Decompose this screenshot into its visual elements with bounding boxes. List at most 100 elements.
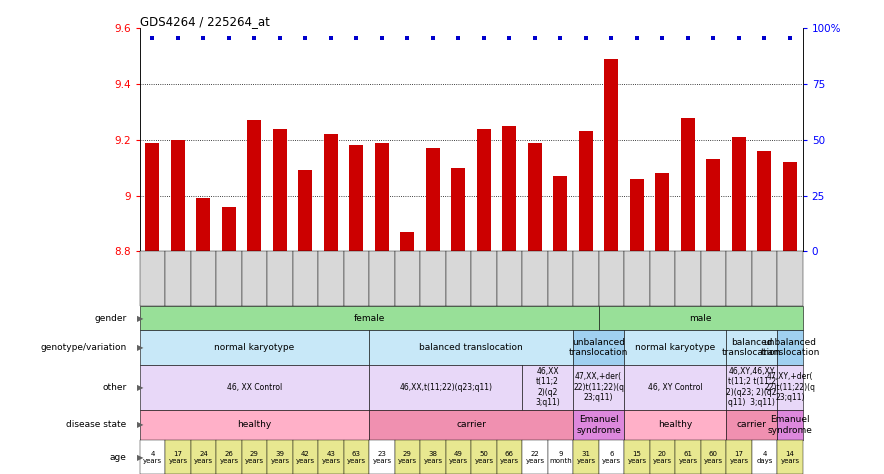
Text: 46,XX,t(11;22)(q23;q11): 46,XX,t(11;22)(q23;q11) bbox=[400, 383, 492, 392]
Text: unbalanced
translocation: unbalanced translocation bbox=[760, 338, 819, 357]
Text: disease state: disease state bbox=[66, 420, 126, 429]
Bar bbox=[400, 232, 415, 251]
Bar bbox=[502, 126, 516, 251]
Point bbox=[324, 35, 338, 42]
Text: normal karyotype: normal karyotype bbox=[214, 343, 294, 352]
Bar bbox=[732, 137, 746, 251]
Bar bbox=[375, 143, 389, 251]
Text: 47,XX,+der(
22)t(11;22)(q
23;q11): 47,XX,+der( 22)t(11;22)(q 23;q11) bbox=[573, 372, 624, 402]
Text: 47,XY,+der(
22)t(11;22)(q
23;q11): 47,XY,+der( 22)t(11;22)(q 23;q11) bbox=[765, 372, 815, 402]
Text: 9
month: 9 month bbox=[549, 451, 572, 464]
Text: ▶: ▶ bbox=[137, 420, 143, 429]
Bar bbox=[324, 134, 338, 251]
Bar bbox=[758, 151, 772, 251]
Bar bbox=[528, 143, 542, 251]
Text: 31
years: 31 years bbox=[576, 451, 596, 464]
Text: 66
years: 66 years bbox=[499, 451, 519, 464]
Text: gender: gender bbox=[95, 314, 126, 322]
Text: 17
years: 17 years bbox=[729, 451, 749, 464]
Bar bbox=[605, 59, 619, 251]
Text: ▶: ▶ bbox=[137, 343, 143, 352]
Point bbox=[783, 35, 797, 42]
Text: 38
years: 38 years bbox=[423, 451, 443, 464]
Text: 46,XY,46,XY
t(11;2 t(11;2
2)(q23; 2)(q2
q11)  3;q11): 46,XY,46,XY t(11;2 t(11;2 2)(q23; 2)(q2 … bbox=[727, 367, 777, 407]
Point bbox=[681, 35, 695, 42]
Bar bbox=[299, 171, 312, 251]
Text: 22
years: 22 years bbox=[525, 451, 545, 464]
Point bbox=[145, 35, 159, 42]
Text: 26
years: 26 years bbox=[219, 451, 239, 464]
Text: 61
years: 61 years bbox=[678, 451, 697, 464]
Bar bbox=[655, 173, 669, 251]
Bar bbox=[248, 120, 262, 251]
Point bbox=[553, 35, 568, 42]
Text: 46, XY Control: 46, XY Control bbox=[648, 383, 703, 392]
Bar bbox=[476, 128, 491, 251]
Point bbox=[273, 35, 287, 42]
Text: 49
years: 49 years bbox=[449, 451, 468, 464]
Text: 15
years: 15 years bbox=[628, 451, 646, 464]
Text: ▶: ▶ bbox=[137, 453, 143, 462]
Text: 46,XX
t(11;2
2)(q2
3;q11): 46,XX t(11;2 2)(q2 3;q11) bbox=[536, 367, 560, 407]
Bar bbox=[349, 146, 363, 251]
Bar bbox=[630, 179, 644, 251]
Text: balanced translocation: balanced translocation bbox=[419, 343, 523, 352]
Bar bbox=[579, 131, 593, 251]
Text: 29
years: 29 years bbox=[245, 451, 264, 464]
Text: 23
years: 23 years bbox=[372, 451, 392, 464]
Text: 42
years: 42 years bbox=[296, 451, 315, 464]
Text: male: male bbox=[690, 314, 712, 322]
Text: ▶: ▶ bbox=[137, 383, 143, 392]
Text: 43
years: 43 years bbox=[322, 451, 340, 464]
Point bbox=[655, 35, 669, 42]
Text: GDS4264 / 225264_at: GDS4264 / 225264_at bbox=[140, 16, 270, 28]
Bar bbox=[222, 207, 236, 251]
Text: 24
years: 24 years bbox=[194, 451, 213, 464]
Bar bbox=[196, 198, 210, 251]
Point bbox=[452, 35, 466, 42]
Text: 60
years: 60 years bbox=[704, 451, 723, 464]
Text: 20
years: 20 years bbox=[653, 451, 672, 464]
Text: 17
years: 17 years bbox=[168, 451, 187, 464]
Bar bbox=[273, 128, 287, 251]
Bar bbox=[452, 168, 466, 251]
Text: 63
years: 63 years bbox=[347, 451, 366, 464]
Text: healthy: healthy bbox=[658, 420, 692, 429]
Bar bbox=[706, 159, 720, 251]
Point bbox=[222, 35, 236, 42]
Point bbox=[349, 35, 363, 42]
Point bbox=[732, 35, 746, 42]
Text: 50
years: 50 years bbox=[475, 451, 493, 464]
Bar bbox=[681, 118, 695, 251]
Text: 39
years: 39 years bbox=[271, 451, 289, 464]
Text: Emanuel
syndrome: Emanuel syndrome bbox=[767, 415, 812, 435]
Text: 4
years: 4 years bbox=[143, 451, 162, 464]
Text: age: age bbox=[110, 453, 126, 462]
Point bbox=[426, 35, 440, 42]
Point bbox=[502, 35, 516, 42]
Text: ▶: ▶ bbox=[137, 314, 143, 322]
Bar bbox=[783, 162, 797, 251]
Text: carrier: carrier bbox=[736, 420, 766, 429]
Text: 29
years: 29 years bbox=[398, 451, 417, 464]
Point bbox=[630, 35, 644, 42]
Bar bbox=[171, 140, 185, 251]
Point bbox=[375, 35, 389, 42]
Text: 46, XX Control: 46, XX Control bbox=[227, 383, 282, 392]
Text: balanced
translocation: balanced translocation bbox=[722, 338, 781, 357]
Point bbox=[196, 35, 210, 42]
Text: genotype/variation: genotype/variation bbox=[40, 343, 126, 352]
Point bbox=[605, 35, 619, 42]
Text: female: female bbox=[354, 314, 385, 322]
Point bbox=[171, 35, 185, 42]
Point bbox=[248, 35, 262, 42]
Bar bbox=[426, 148, 440, 251]
Text: healthy: healthy bbox=[237, 420, 271, 429]
Point bbox=[299, 35, 313, 42]
Bar bbox=[145, 143, 159, 251]
Text: 14
years: 14 years bbox=[781, 451, 799, 464]
Text: carrier: carrier bbox=[456, 420, 486, 429]
Text: 4
days: 4 days bbox=[756, 451, 773, 464]
Text: 6
years: 6 years bbox=[602, 451, 621, 464]
Point bbox=[579, 35, 593, 42]
